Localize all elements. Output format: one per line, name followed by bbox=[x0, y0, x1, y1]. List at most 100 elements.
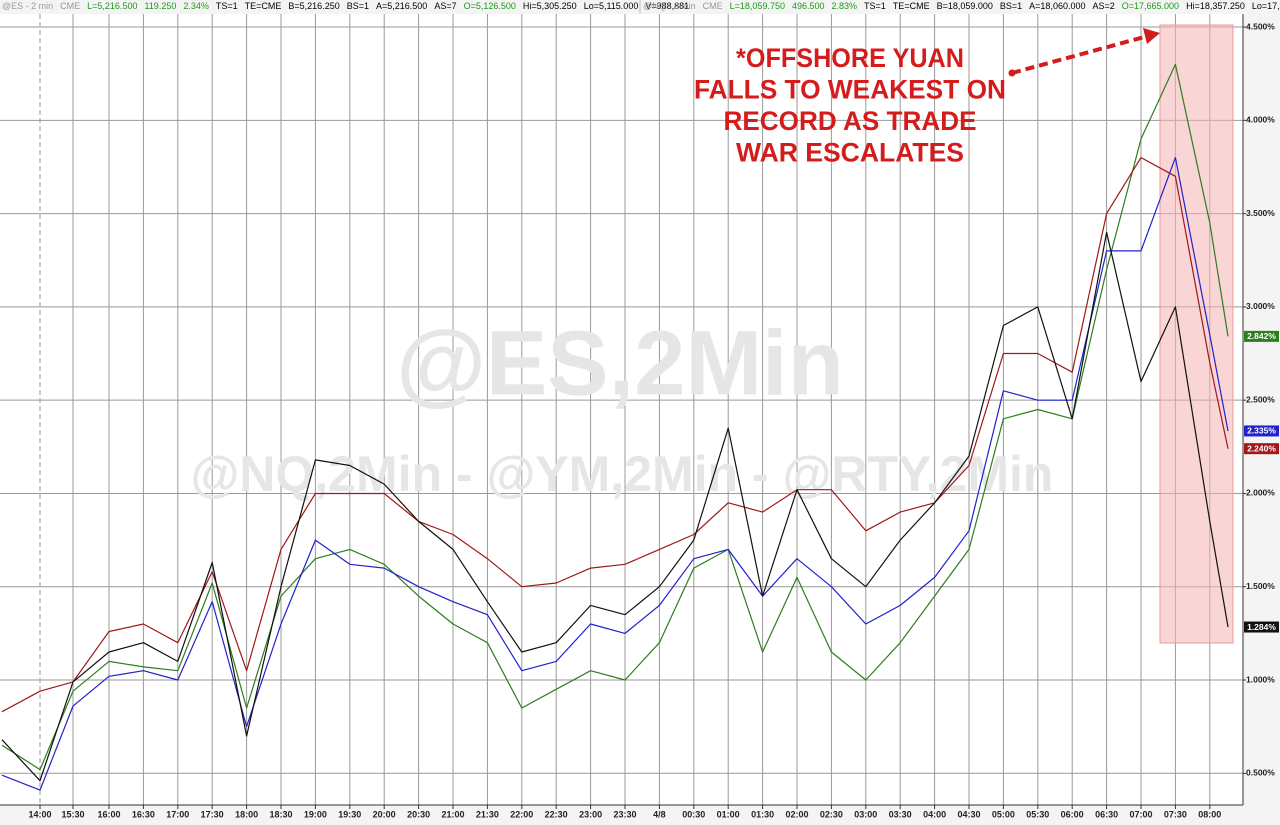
y-tick-label: 3.000% bbox=[1246, 301, 1275, 311]
header-field: TE=CME bbox=[245, 1, 282, 11]
last-value-badge bbox=[1244, 330, 1279, 342]
y-tick-label: 2.000% bbox=[1246, 488, 1275, 498]
header-field: V=988,881 bbox=[645, 1, 689, 11]
x-tick-label: 07:30 bbox=[1164, 809, 1187, 819]
series-line bbox=[1, 157, 1229, 713]
y-tick-label: 1.500% bbox=[1246, 581, 1275, 591]
header: @ES - 2 min CME L=5,216.500 119.250 2.34% TS=… bbox=[2, 1, 1280, 11]
x-tick-label: 15:30 bbox=[61, 809, 84, 819]
annotation-line: WAR ESCALATES bbox=[736, 138, 964, 168]
x-tick-label: 18:00 bbox=[235, 809, 258, 819]
x-tick-label: 19:30 bbox=[338, 809, 361, 819]
header-field: BS=1 bbox=[347, 1, 369, 11]
x-tick-label: 08:00 bbox=[1198, 809, 1221, 819]
annotation-line: RECORD AS TRADE bbox=[724, 106, 977, 136]
last-value-label: 2.842% bbox=[1247, 331, 1276, 341]
series-line bbox=[1, 231, 1229, 782]
header-field: A=18,060.000 bbox=[1029, 1, 1085, 11]
last-value-badge bbox=[1244, 425, 1279, 437]
header-field: L=5,216.500 bbox=[87, 1, 137, 11]
x-tick-label: 23:00 bbox=[579, 809, 602, 819]
annotation-line: FALLS TO WEAKEST ON bbox=[694, 75, 1006, 105]
x-axis-band bbox=[0, 805, 1280, 825]
annotation-arrow bbox=[1011, 34, 1149, 75]
header-field: Lo=5,115.000 bbox=[584, 1, 639, 11]
y-tick-label: 0.500% bbox=[1246, 768, 1275, 778]
watermark: @NQ,2Min - @YM,2Min - @RTY,2Min bbox=[191, 446, 1054, 502]
header-field: 496.500 bbox=[792, 1, 825, 11]
header-field: Lo=17,644.5 bbox=[1252, 1, 1280, 11]
x-tick-label: 20:30 bbox=[407, 809, 430, 819]
highlight-region bbox=[1159, 24, 1234, 644]
last-value-badge bbox=[1244, 443, 1279, 455]
header-field: CME bbox=[60, 1, 80, 11]
x-tick-label: 01:30 bbox=[751, 809, 774, 819]
header-field: O=5,126.500 bbox=[464, 1, 516, 11]
header-field: 2.83% bbox=[832, 1, 858, 11]
x-tick-label: 02:30 bbox=[820, 809, 843, 819]
header-field: B=18,059.000 bbox=[937, 1, 993, 11]
header-field: L=18,059.750 bbox=[730, 1, 785, 11]
series-line bbox=[1, 63, 1229, 771]
y-tick-label: 4.500% bbox=[1246, 21, 1275, 31]
x-tick-label: 00:30 bbox=[682, 809, 705, 819]
header-field: A=5,216.500 bbox=[376, 1, 427, 11]
x-tick-label: 22:00 bbox=[510, 809, 533, 819]
header-field: Hi=5,305.250 bbox=[523, 1, 577, 11]
x-tick-label: 06:00 bbox=[1061, 809, 1084, 819]
header-text: @ES - 2 min CME L=5,216.500 119.250 2.34% TS=… bbox=[2, 1, 689, 11]
x-tick-label: 07:00 bbox=[1129, 809, 1152, 819]
header-field: BS=1 bbox=[1000, 1, 1022, 11]
header-field: TS=1 bbox=[864, 1, 886, 11]
x-tick-label: 17:30 bbox=[201, 809, 224, 819]
header-field: 2.34% bbox=[183, 1, 209, 11]
y-tick-label: 2.500% bbox=[1246, 394, 1275, 404]
header-field: AS=7 bbox=[434, 1, 456, 11]
x-tick-label: 14:00 bbox=[28, 809, 51, 819]
x-tick-label: 18:30 bbox=[269, 809, 292, 819]
header-text: @NQ - 2 min CME L=18,059.750 496.500 2.83% TS… bbox=[643, 1, 1280, 11]
x-tick-label: 23:30 bbox=[613, 809, 636, 819]
header-field: TS=1 bbox=[216, 1, 238, 11]
x-tick-label: 03:30 bbox=[889, 809, 912, 819]
x-tick-label: 19:00 bbox=[304, 809, 327, 819]
last-value-label: 2.240% bbox=[1247, 443, 1276, 453]
x-tick-label: 16:30 bbox=[132, 809, 155, 819]
annotation-line: *OFFSHORE YUAN bbox=[736, 43, 964, 73]
x-tick-label: 21:30 bbox=[476, 809, 499, 819]
x-tick-label: 01:00 bbox=[717, 809, 740, 819]
x-tick-label: 17:00 bbox=[166, 809, 189, 819]
y-axis-band bbox=[1243, 14, 1280, 805]
x-tick-label: 06:30 bbox=[1095, 809, 1118, 819]
header-field: B=5,216.250 bbox=[288, 1, 339, 11]
x-tick-label: 05:30 bbox=[1026, 809, 1049, 819]
grid bbox=[0, 14, 1243, 805]
last-value-badge bbox=[1244, 621, 1279, 633]
arrow-tail bbox=[1008, 69, 1016, 77]
y-tick-label: 4.000% bbox=[1246, 115, 1275, 125]
header-field: CME bbox=[703, 1, 723, 11]
y-tick-label: 1.000% bbox=[1246, 674, 1275, 684]
lines bbox=[1, 63, 1229, 791]
header-field: AS=2 bbox=[1092, 1, 1114, 11]
y-tick-label: 3.500% bbox=[1246, 208, 1275, 218]
x-tick-label: 4/8 bbox=[653, 809, 666, 819]
x-tick-label: 04:30 bbox=[957, 809, 980, 819]
header-field: @ES - 2 min bbox=[2, 1, 53, 11]
x-tick-label: 04:00 bbox=[923, 809, 946, 819]
series-line bbox=[1, 157, 1229, 791]
arrow-head bbox=[1143, 28, 1160, 44]
x-tick-label: 16:00 bbox=[97, 809, 120, 819]
header-field: Hi=18,357.250 bbox=[1186, 1, 1245, 11]
watermark: @ES,2Min bbox=[396, 312, 844, 414]
last-value-label: 1.284% bbox=[1247, 622, 1276, 632]
x-tick-label: 21:00 bbox=[441, 809, 464, 819]
x-tick-label: 22:30 bbox=[545, 809, 568, 819]
header-field: O=17,665.000 bbox=[1122, 1, 1179, 11]
header-field: @NQ - 2 min bbox=[643, 1, 696, 11]
x-tick-label: 03:00 bbox=[854, 809, 877, 819]
